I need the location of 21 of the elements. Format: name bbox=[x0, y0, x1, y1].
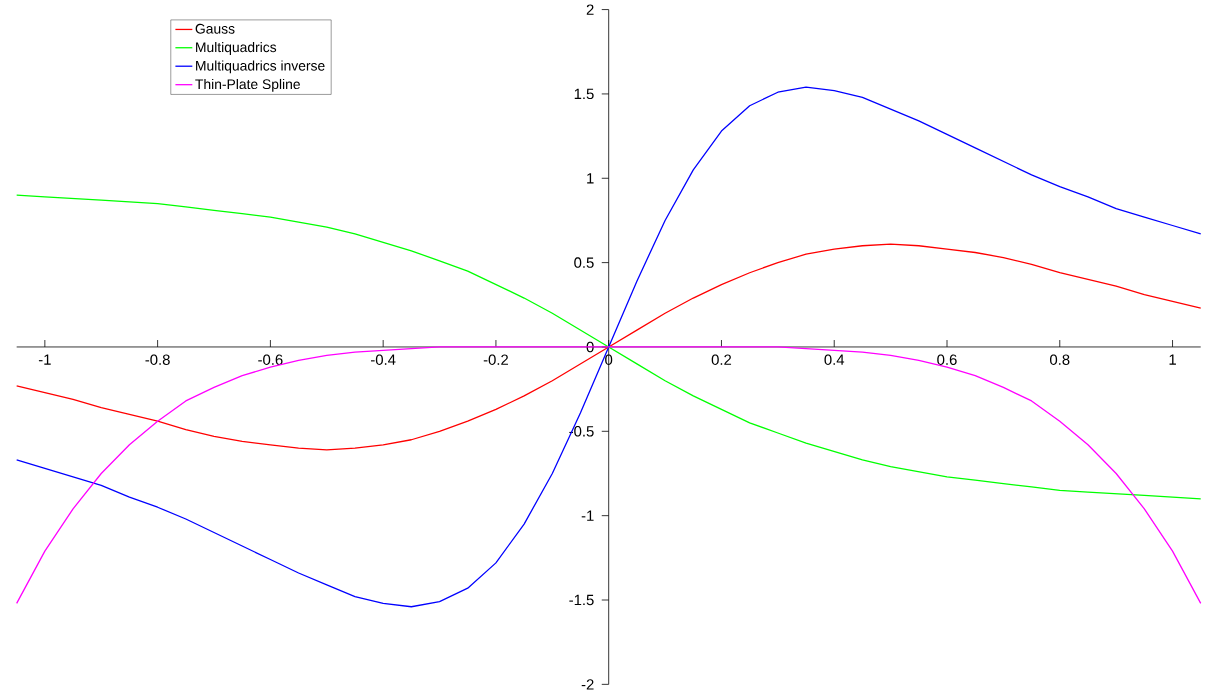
y-tick-label: 2 bbox=[586, 4, 594, 15]
legend-label: Gauss bbox=[195, 24, 235, 34]
legend-label: Thin-Plate Spline bbox=[195, 79, 300, 93]
y-tick-label: -1 bbox=[581, 510, 594, 521]
x-tick-label: -0.8 bbox=[145, 354, 170, 366]
y-tick-label: 1.5 bbox=[574, 88, 594, 100]
x-tick-label: 0.4 bbox=[824, 354, 845, 366]
x-tick-label: 0.6 bbox=[937, 354, 957, 366]
x-tick-label: -0.4 bbox=[371, 354, 396, 366]
x-tick-label: -1 bbox=[38, 354, 51, 365]
y-tick-label: -1.5 bbox=[569, 595, 594, 606]
legend-label: Multiquadrics bbox=[196, 42, 277, 56]
y-tick-label: 1 bbox=[587, 173, 594, 184]
x-tick-label: 1 bbox=[1169, 354, 1176, 365]
x-tick-label: 0.8 bbox=[1050, 354, 1070, 366]
x-tick-label: -0.6 bbox=[258, 354, 283, 366]
y-tick-label: -2 bbox=[581, 679, 594, 690]
y-tick-label: 0.5 bbox=[574, 257, 594, 269]
x-tick-label: 0.2 bbox=[711, 354, 732, 366]
legend-label: Multiquadrics inverse bbox=[196, 60, 325, 74]
x-tick-label: -0.2 bbox=[483, 354, 508, 366]
